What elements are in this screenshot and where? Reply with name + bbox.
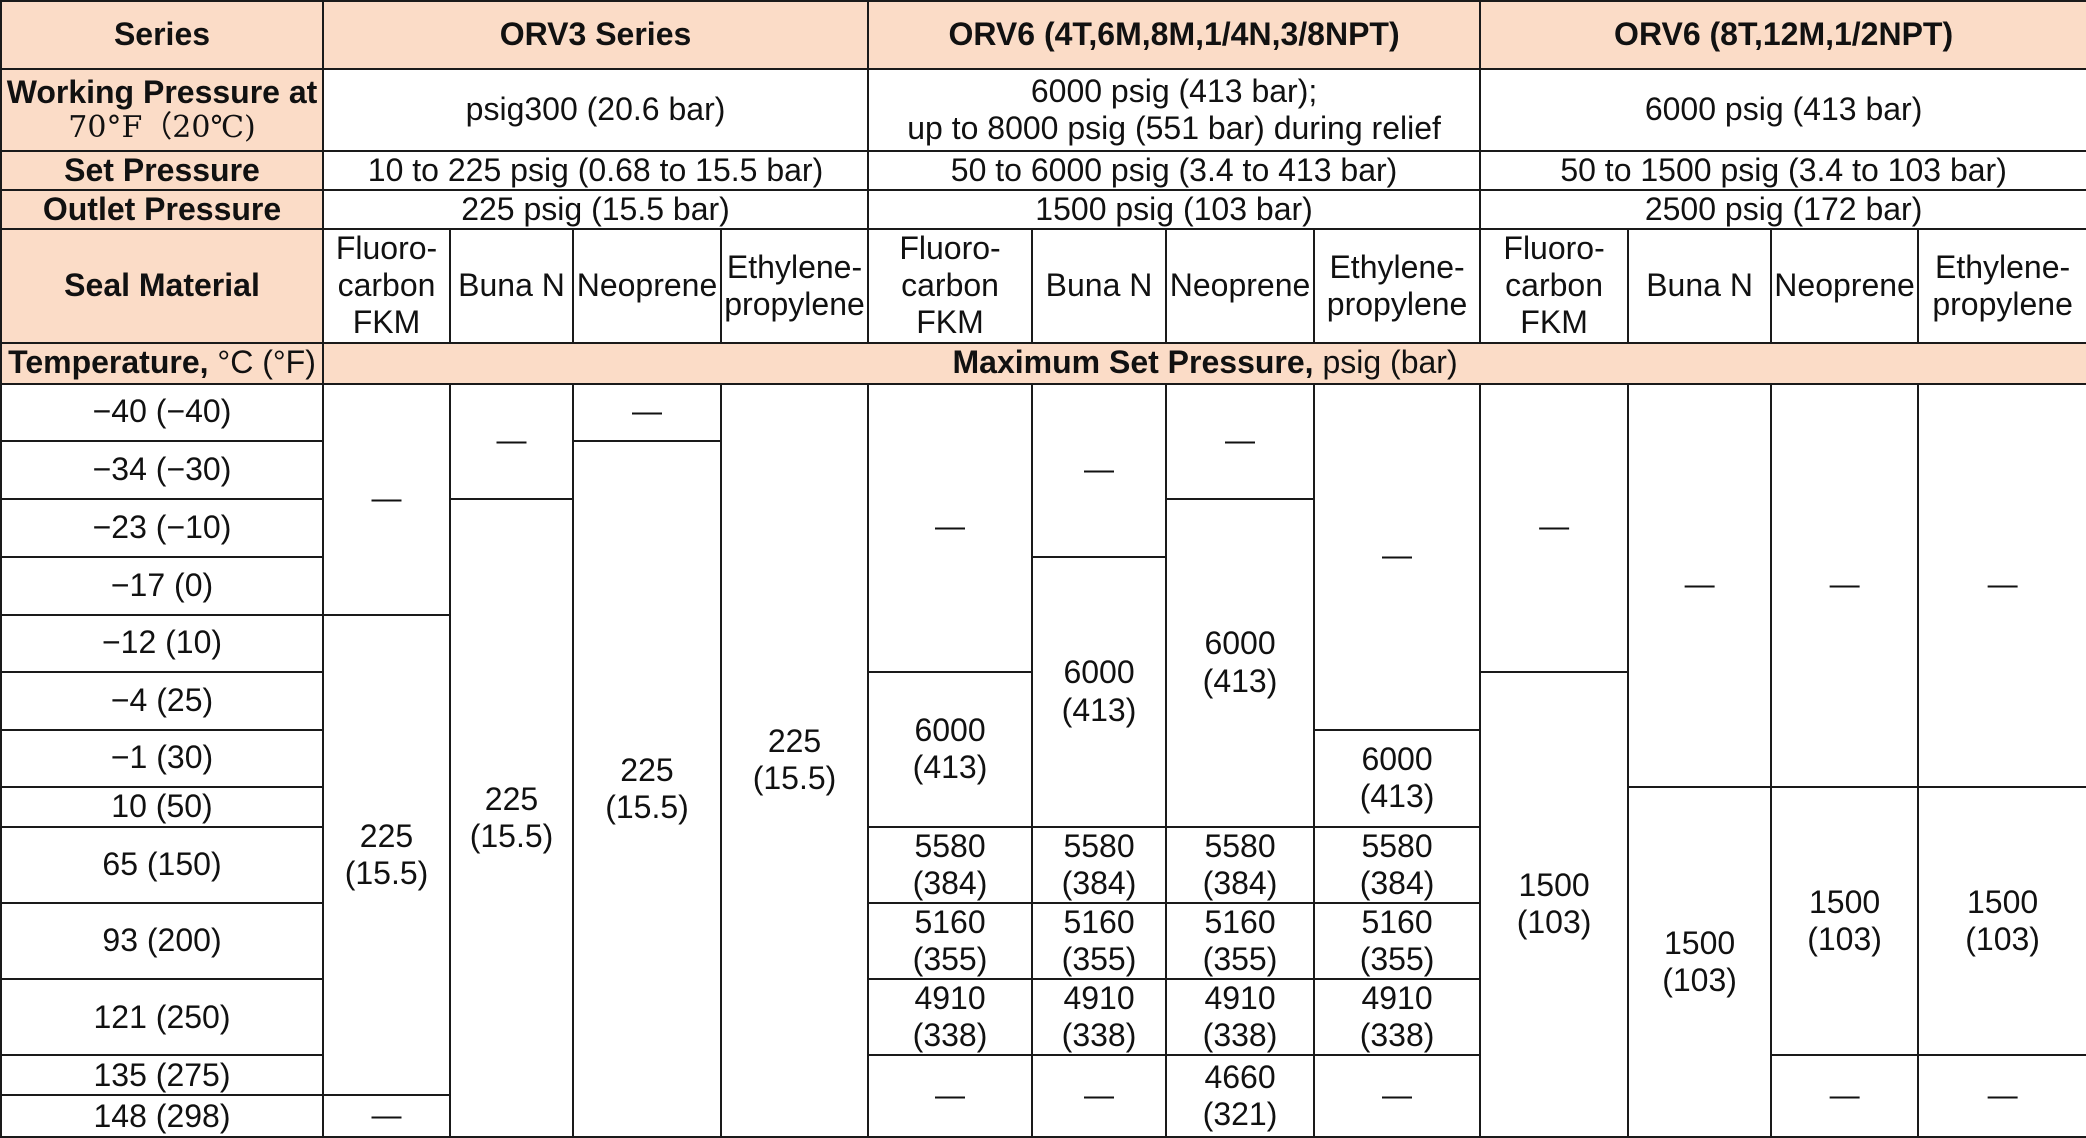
- orv3-series-header: ORV3 Series: [321, 0, 870, 70]
- orv6b-fkm-cell: —: [1479, 382, 1630, 673]
- working-pressure-label-line2: 70°F（20℃): [68, 110, 256, 146]
- orv6b-seal-neoprene: Neoprene: [1770, 228, 1920, 344]
- orv6a-seal-neoprene: Neoprene: [1165, 228, 1316, 344]
- orv6a-ep-cell: 4910 (338): [1313, 977, 1482, 1057]
- orv6b-seal-ep: Ethylene- propylene: [1917, 228, 2086, 344]
- orv6a-buna-cell: 5160 (355): [1031, 901, 1168, 980]
- orv6a-fkm-cell: —: [867, 1054, 1034, 1138]
- orv3-buna-cell: 225 (15.5): [449, 497, 574, 1138]
- orv6a-working-pressure: 6000 psig (413 bar); up to 8000 psig (55…: [867, 68, 1482, 152]
- temperature-cell: −1 (30): [0, 728, 324, 788]
- orv6a-seal-fkm: Fluoro- carbon FKM: [867, 228, 1034, 344]
- orv6a-ep-cell: 5160 (355): [1313, 901, 1482, 980]
- temperature-cell: 10 (50): [0, 785, 324, 828]
- max-set-pressure-unit: psig (bar): [1313, 344, 1458, 381]
- orv6a-fkm-cell: 4910 (338): [867, 977, 1034, 1057]
- orv6b-seal-buna: Buna N: [1627, 228, 1773, 344]
- orv6b-fkm-cell: 1500 (103): [1479, 670, 1630, 1138]
- orv6a-neoprene-cell: 4910 (338): [1165, 977, 1316, 1057]
- orv3-set-pressure: 10 to 225 psig (0.68 to 15.5 bar): [321, 149, 870, 192]
- orv6a-ep-cell: 5580 (384): [1313, 825, 1482, 904]
- orv3-neoprene-cell: —: [572, 382, 722, 442]
- orv6a-outlet-pressure: 1500 psig (103 bar): [867, 189, 1482, 231]
- orv6a-buna-cell: —: [1031, 382, 1168, 558]
- orv6b-buna-cell: —: [1627, 382, 1773, 788]
- series-header: Series: [0, 0, 324, 70]
- orv6a-buna-cell: 5580 (384): [1031, 825, 1168, 904]
- orv6b-ep-cell: —: [1917, 1054, 2086, 1138]
- orv6a-set-pressure: 50 to 6000 psig (3.4 to 413 bar): [867, 149, 1482, 192]
- orv3-fkm-cell: —: [322, 382, 451, 616]
- working-pressure-label-line1: Working Pressure at: [6, 74, 318, 111]
- orv6a-neoprene-cell: —: [1165, 382, 1316, 500]
- orv6a-seal-ep: Ethylene- propylene: [1313, 228, 1482, 344]
- max-set-pressure-label: Maximum Set Pressure,: [952, 344, 1314, 381]
- orv3-seal-ep: Ethylene- propylene: [719, 228, 870, 344]
- orv6b-neoprene-cell: —: [1770, 382, 1920, 788]
- orv6a-fkm-cell: 6000 (413): [867, 670, 1034, 828]
- orv6a-neoprene-cell: 4660 (321): [1165, 1054, 1316, 1138]
- temperature-cell: 65 (150): [0, 825, 324, 904]
- orv6b-outlet-pressure: 2500 psig (172 bar): [1479, 189, 2086, 231]
- orv6a-neoprene-cell: 6000 (413): [1165, 497, 1316, 828]
- orv6a-series-header: ORV6 (4T,6M,8M,1/4N,3/8NPT): [867, 0, 1482, 70]
- outlet-pressure-label: Outlet Pressure: [0, 189, 324, 231]
- temperature-cell: −17 (0): [0, 555, 324, 616]
- orv6a-fkm-cell: 5160 (355): [867, 901, 1034, 980]
- orv3-outlet-pressure: 225 psig (15.5 bar): [321, 189, 870, 231]
- temperature-header-unit: °C (°F): [208, 344, 316, 381]
- temperature-header: Temperature, °C (°F): [0, 341, 324, 385]
- max-set-pressure-header: Maximum Set Pressure, psig (bar): [321, 341, 2086, 385]
- orv6a-ep-cell: 6000 (413): [1313, 728, 1482, 828]
- temperature-header-label: Temperature,: [8, 344, 209, 381]
- orv3-seal-fkm: Fluoro- carbon FKM: [322, 228, 451, 344]
- orv6b-seal-fkm: Fluoro- carbon FKM: [1479, 228, 1630, 344]
- orv6a-working-pressure-line2: up to 8000 psig (551 bar) during relief: [907, 110, 1441, 146]
- orv6a-working-pressure-line1: 6000 psig (413 bar);: [1030, 72, 1318, 109]
- orv6b-neoprene-cell: —: [1770, 1054, 1920, 1138]
- orv6a-fkm-cell: 5580 (384): [867, 825, 1034, 904]
- orv6b-working-pressure: 6000 psig (413 bar): [1479, 68, 2086, 152]
- orv6a-fkm-cell: —: [867, 382, 1034, 673]
- orv3-working-pressure: psig300 (20.6 bar): [321, 68, 870, 152]
- temperature-cell: 135 (275): [0, 1054, 324, 1097]
- orv6b-ep-cell: —: [1917, 382, 2086, 788]
- orv3-fkm-cell: 225 (15.5): [322, 613, 451, 1097]
- orv6b-neoprene-cell: 1500 (103): [1770, 785, 1920, 1057]
- orv3-fkm-cell: —: [322, 1094, 451, 1138]
- temperature-cell: 93 (200): [0, 901, 324, 980]
- orv6b-set-pressure: 50 to 1500 psig (3.4 to 103 bar): [1479, 149, 2086, 192]
- orv6a-buna-cell: 6000 (413): [1031, 555, 1168, 828]
- working-pressure-label: Working Pressure at 70°F（20℃): [0, 68, 324, 152]
- orv6a-seal-buna: Buna N: [1031, 228, 1168, 344]
- temperature-cell: −40 (−40): [0, 382, 324, 442]
- orv6a-neoprene-cell: 5580 (384): [1165, 825, 1316, 904]
- temperature-cell: 148 (298): [0, 1094, 324, 1138]
- temperature-cell: 121 (250): [0, 977, 324, 1057]
- set-pressure-label: Set Pressure: [0, 149, 324, 192]
- orv6a-neoprene-cell: 5160 (355): [1165, 901, 1316, 980]
- orv6b-ep-cell: 1500 (103): [1917, 785, 2086, 1057]
- temperature-cell: −34 (−30): [0, 439, 324, 500]
- orv3-ep-cell: 225 (15.5): [719, 382, 870, 1138]
- temperature-cell: −12 (10): [0, 613, 324, 673]
- orv3-buna-cell: —: [449, 382, 574, 500]
- orv6b-series-header: ORV6 (8T,12M,1/2NPT): [1479, 0, 2086, 70]
- temperature-cell: −4 (25): [0, 670, 324, 731]
- orv6a-buna-cell: 4910 (338): [1031, 977, 1168, 1057]
- orv3-neoprene-cell: 225 (15.5): [572, 439, 722, 1138]
- orv6a-ep-cell: —: [1313, 382, 1482, 731]
- orv3-seal-neoprene: Neoprene: [572, 228, 722, 344]
- orv6a-ep-cell: —: [1313, 1054, 1482, 1138]
- orv6a-buna-cell: —: [1031, 1054, 1168, 1138]
- orv3-seal-buna: Buna N: [449, 228, 574, 344]
- orv6b-buna-cell: 1500 (103): [1627, 785, 1773, 1138]
- seal-material-label: Seal Material: [0, 228, 324, 344]
- temperature-cell: −23 (−10): [0, 497, 324, 558]
